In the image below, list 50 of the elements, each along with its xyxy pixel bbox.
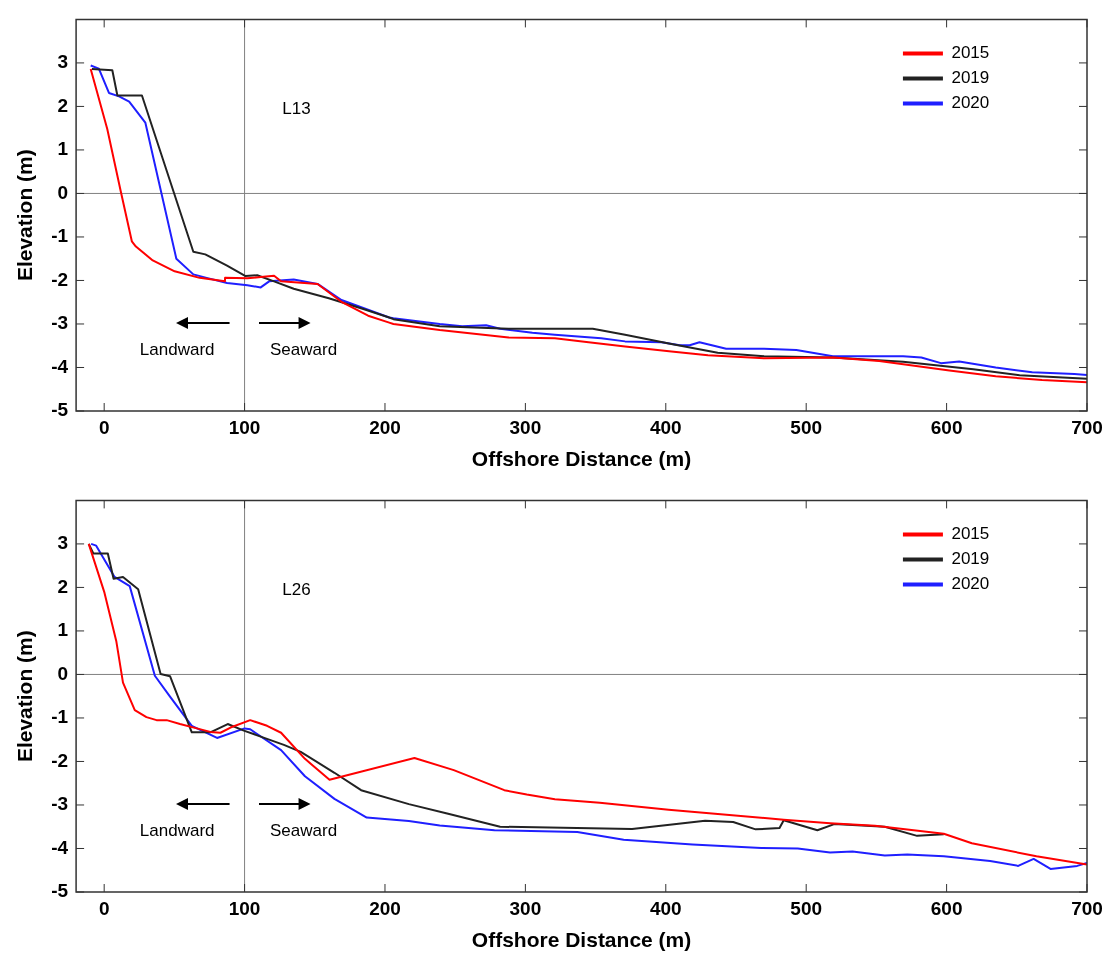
legend-label: 2015 [951,43,990,63]
x-axis-title: Offshore Distance (m) [471,928,692,952]
x-tick-label: 100 [228,897,261,919]
y-tick-label: -4 [51,355,69,377]
x-tick-label: 300 [509,897,542,919]
x-tick-label: 500 [790,897,823,919]
y-tick-label: 0 [57,662,69,684]
y-tick-label: 3 [57,532,69,554]
x-tick-label: 400 [649,897,682,919]
x-tick-label: 200 [369,897,401,919]
y-tick-label: -2 [51,749,69,771]
x-tick-label: 300 [509,416,542,438]
y-tick-label: 1 [57,619,69,641]
y-tick-label: -2 [51,268,69,290]
x-tick-label: 0 [98,897,110,919]
x-tick-label: 200 [369,416,401,438]
y-tick-label: -1 [51,225,69,247]
y-tick-label: 2 [57,94,69,116]
legend-label: 2019 [951,68,990,88]
annotation: Landward [139,820,215,840]
legend-label: 2020 [951,93,990,113]
x-tick-label: 600 [930,897,963,919]
y-tick-label: 2 [57,575,69,597]
annotation: Seaward [269,820,338,840]
annotation: L26 [282,580,311,600]
x-tick-label: 0 [98,416,110,438]
y-axis-title: Elevation (m) [13,630,37,763]
y-tick-label: 3 [57,51,69,73]
x-tick-label: 700 [1071,416,1103,438]
y-tick-label: -1 [51,706,69,728]
y-tick-label: -5 [51,880,69,902]
legend-label: 2019 [951,549,990,569]
y-tick-label: -4 [51,836,69,858]
x-tick-label: 600 [930,416,963,438]
x-tick-label: 500 [790,416,823,438]
legend-label: 2015 [951,524,990,544]
y-axis-title: Elevation (m) [13,149,37,282]
annotation: Seaward [269,339,338,359]
y-tick-label: -3 [51,793,69,815]
y-tick-label: 1 [57,138,69,160]
x-axis-title: Offshore Distance (m) [471,447,692,471]
legend-label: 2020 [951,574,990,594]
x-tick-label: 100 [228,416,261,438]
x-tick-label: 400 [649,416,682,438]
y-tick-label: -3 [51,312,69,334]
annotation: L13 [282,99,311,119]
y-tick-label: 0 [57,181,69,203]
x-tick-label: 700 [1071,897,1103,919]
annotation: Landward [139,339,215,359]
y-tick-label: -5 [51,399,69,421]
